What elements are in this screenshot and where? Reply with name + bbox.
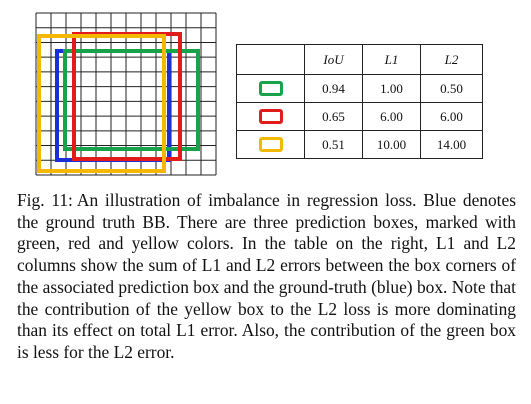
table-row: 0.94 1.00 0.50 [236,74,483,103]
box-grid-diagram [35,12,217,176]
iou-cell: 0.51 [304,130,363,159]
table-row: 0.65 6.00 6.00 [236,102,483,131]
header-empty [236,44,305,75]
l1-cell: 6.00 [362,102,421,131]
l2-cell: 0.50 [420,74,483,103]
l2-cell: 14.00 [420,130,483,159]
caption-text: An illustration of imbalance in regressi… [17,190,516,362]
iou-cell: 0.65 [304,102,363,131]
table-row: 0.51 10.00 14.00 [236,130,483,159]
green-prediction-box [63,49,200,151]
l1-cell: 1.00 [362,74,421,103]
yellow-box-swatch [258,137,283,153]
caption-label: Fig. 11: [17,190,73,210]
figure-caption: Fig. 11: An illustration of imbalance in … [17,190,516,364]
l1-cell: 10.00 [362,130,421,159]
grid [35,12,217,176]
iou-cell: 0.94 [304,74,363,103]
header-iou: IoU [304,44,363,75]
table-header-row: IoU L1 L2 [236,44,483,75]
l2-cell: 6.00 [420,102,483,131]
header-l1: L1 [362,44,421,75]
regression-illustration [35,12,217,176]
swatch-cell [236,102,305,131]
red-box-swatch [258,109,283,125]
green-box-swatch [258,81,283,97]
yellow-prediction-box [37,34,166,173]
swatch-cell [236,74,305,103]
header-l2: L2 [420,44,483,75]
loss-comparison-table: IoU L1 L2 0.94 1.00 0.50 0.65 6.00 6.00 … [236,44,483,159]
swatch-cell [236,130,305,159]
